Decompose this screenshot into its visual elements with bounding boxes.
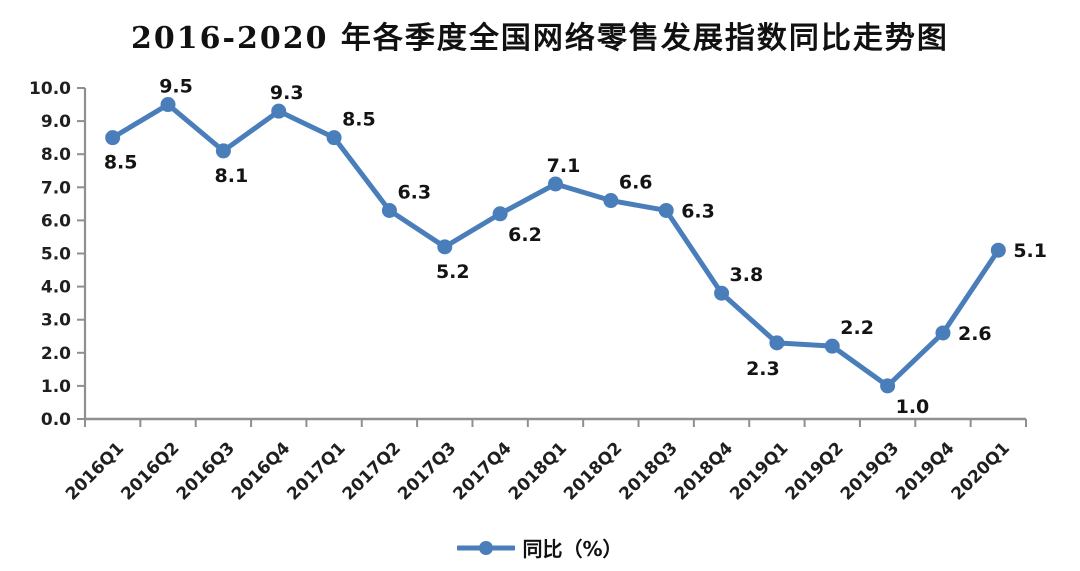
y-axis-tick-label: 5.0	[41, 245, 71, 265]
x-axis-category-label: 2019Q3	[837, 438, 903, 504]
data-point-label: 7.1	[547, 155, 581, 177]
x-axis-category-label: 2016Q3	[173, 438, 239, 504]
y-axis-tick-label: 9.0	[41, 112, 71, 132]
y-axis-tick-label: 1.0	[41, 377, 71, 397]
data-point-marker	[769, 335, 785, 351]
x-axis-category-label: 2016Q2	[117, 438, 183, 504]
x-axis-category-label: 2016Q1	[62, 438, 128, 504]
x-axis-category-label: 2019Q2	[782, 438, 848, 504]
data-point-label: 3.8	[730, 264, 764, 286]
data-point-marker	[105, 130, 121, 146]
legend-line-marker-icon	[457, 540, 516, 555]
data-point-label: 6.2	[508, 224, 542, 246]
x-axis-category-label: 2019Q4	[892, 438, 958, 504]
x-axis-category-label: 2017Q4	[449, 438, 515, 504]
data-point-marker	[880, 378, 896, 394]
data-point-label: 9.5	[159, 76, 193, 98]
data-point-marker	[437, 239, 453, 255]
data-point-label: 2.6	[958, 323, 992, 345]
series-line	[110, 102, 1001, 389]
y-axis-tick-label: 7.0	[41, 178, 71, 198]
x-axis-category-label: 2018Q1	[505, 438, 571, 504]
data-point-marker	[492, 206, 508, 222]
x-axis-category-label: 2018Q4	[671, 438, 737, 504]
data-point-label: 6.3	[681, 200, 715, 222]
x-axis-category-label: 2018Q3	[616, 438, 682, 504]
data-point-marker	[215, 143, 231, 159]
data-point-label: 8.5	[104, 152, 138, 174]
data-point-marker	[824, 338, 840, 354]
data-point-marker	[160, 97, 176, 113]
data-point-label: 5.1	[1013, 240, 1047, 262]
data-point-label: 8.5	[342, 109, 376, 131]
data-point-label: 6.6	[619, 172, 653, 194]
data-point-label: 2.3	[746, 358, 780, 380]
data-point-marker	[935, 325, 951, 341]
data-point-marker	[714, 285, 730, 301]
y-axis-tick-label: 2.0	[41, 344, 71, 364]
data-point-marker	[326, 130, 342, 146]
x-axis-category-label: 2017Q2	[339, 438, 405, 504]
x-axis-category-label: 2017Q3	[394, 438, 460, 504]
y-axis-tick-label: 10.0	[29, 79, 71, 99]
data-point-marker	[381, 202, 397, 218]
y-axis-tick-label: 0.0	[41, 410, 71, 430]
legend-dot	[479, 540, 494, 555]
data-point-marker	[990, 242, 1006, 258]
data-point-label: 9.3	[270, 82, 304, 104]
data-point-label: 1.0	[896, 396, 930, 418]
chart-title: 2016-2020 年各季度全国网络零售发展指数同比走势图	[131, 21, 949, 56]
x-axis-category-label: 2020Q1	[948, 438, 1014, 504]
y-axis-tick-label: 8.0	[41, 145, 71, 165]
data-point-marker	[658, 202, 674, 218]
y-axis-tick-label: 3.0	[41, 311, 71, 331]
y-axis-tick-label: 6.0	[41, 211, 71, 231]
x-axis-category-label: 2019Q1	[726, 438, 792, 504]
data-point-marker	[548, 176, 563, 192]
data-point-label: 8.1	[215, 165, 249, 187]
y-axis-tick-label: 4.0	[41, 278, 71, 298]
x-axis-category-label: 2016Q4	[228, 438, 294, 504]
legend-series-label: 同比（%）	[522, 537, 623, 561]
data-point-label: 2.2	[840, 317, 874, 339]
data-point-label: 6.3	[397, 181, 431, 203]
x-axis-category-label: 2018Q2	[560, 438, 626, 504]
x-axis-category-label: 2017Q1	[283, 438, 349, 504]
data-point-label: 5.2	[436, 261, 470, 283]
data-point-marker	[603, 193, 619, 209]
data-point-marker	[271, 103, 287, 119]
chart-legend: 同比（%）	[0, 533, 1080, 562]
